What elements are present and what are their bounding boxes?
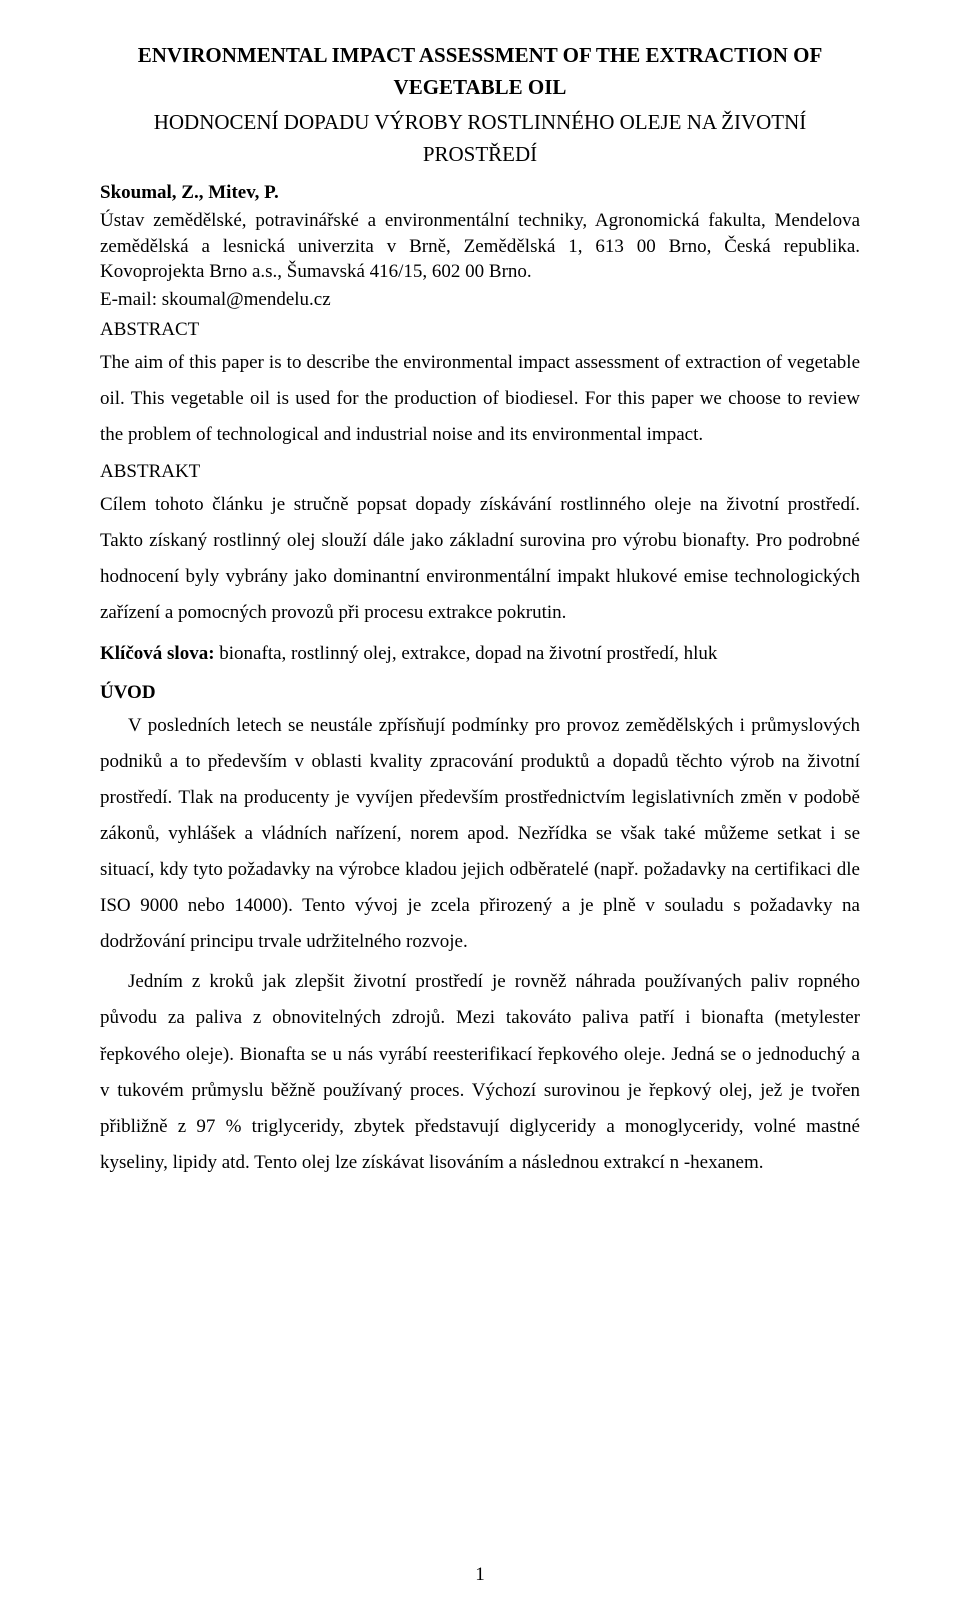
keywords-line: Klíčová slova: bionafta, rostlinný olej,… — [100, 636, 860, 672]
uvod-paragraph-2: Jedním z kroků jak zlepšit životní prost… — [100, 964, 860, 1181]
uvod-heading: ÚVOD — [100, 682, 860, 704]
abstract-text: The aim of this paper is to describe the… — [100, 345, 860, 453]
authors: Skoumal, Z., Mitev, P. — [100, 182, 860, 204]
abstrakt-heading: ABSTRAKT — [100, 461, 860, 483]
email-line: E-mail: skoumal@mendelu.cz — [100, 289, 860, 311]
paper-page: ENVIRONMENTAL IMPACT ASSESSMENT OF THE E… — [0, 0, 960, 1610]
keywords-label: Klíčová slova: — [100, 643, 215, 664]
keywords-text: bionafta, rostlinný olej, extrakce, dopa… — [215, 643, 718, 664]
affiliation: Ústav zemědělské, potravinářské a enviro… — [100, 208, 860, 285]
abstrakt-text: Cílem tohoto článku je stručně popsat do… — [100, 487, 860, 631]
uvod-paragraph-1: V posledních letech se neustále zpřísňuj… — [100, 708, 860, 961]
title-cs: HODNOCENÍ DOPADU VÝROBY ROSTLINNÉHO OLEJ… — [100, 107, 860, 170]
title-en: ENVIRONMENTAL IMPACT ASSESSMENT OF THE E… — [100, 40, 860, 103]
page-number: 1 — [0, 1564, 960, 1586]
abstract-heading: ABSTRACT — [100, 319, 860, 341]
